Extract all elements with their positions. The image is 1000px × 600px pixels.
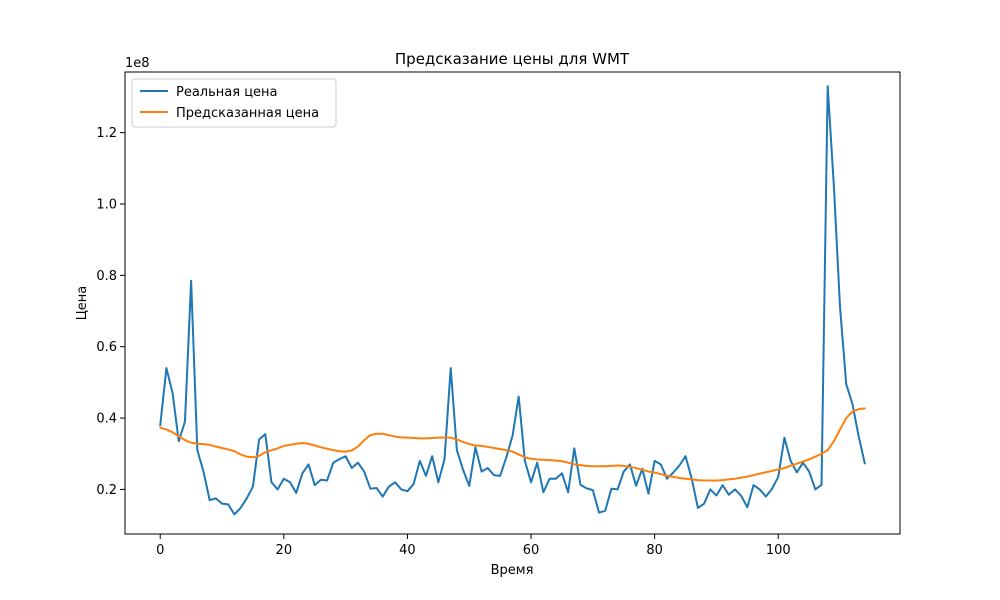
y-tick-label: 0.6 xyxy=(96,340,117,355)
x-tick-label: 0 xyxy=(156,543,164,558)
legend-label-real: Реальная цена xyxy=(176,85,278,100)
series-layer xyxy=(159,85,866,516)
x-tick-label: 40 xyxy=(399,543,416,558)
x-axis-label: Время xyxy=(491,563,534,578)
y-tick-label: 0.4 xyxy=(96,412,117,427)
series-line-1 xyxy=(159,407,866,482)
y-tick-label: 0.2 xyxy=(96,483,117,498)
x-tick-label: 20 xyxy=(276,543,293,558)
series-line-0 xyxy=(159,85,866,516)
legend-box xyxy=(131,78,337,128)
plot-frame xyxy=(124,71,901,535)
y-tick-label: 1.2 xyxy=(96,126,117,141)
legend: Реальная цена Предсказанная цена xyxy=(131,78,337,128)
legend-label-predicted: Предсказанная цена xyxy=(176,106,319,121)
y-axis-ticks: 0.2 0.4 0.6 0.8 1.0 1.2 xyxy=(96,126,125,498)
y-tick-label: 0.8 xyxy=(96,269,117,284)
y-tick-label: 1.0 xyxy=(96,198,117,213)
x-axis-ticks: 0 20 40 60 80 100 xyxy=(156,534,791,558)
x-tick-label: 100 xyxy=(766,543,791,558)
x-tick-label: 60 xyxy=(523,543,540,558)
y-offset-label: 1e8 xyxy=(125,56,150,71)
x-tick-label: 80 xyxy=(646,543,663,558)
chart-title: Предсказание цены для WMT xyxy=(395,50,630,68)
y-axis-label: Цена xyxy=(75,286,90,321)
